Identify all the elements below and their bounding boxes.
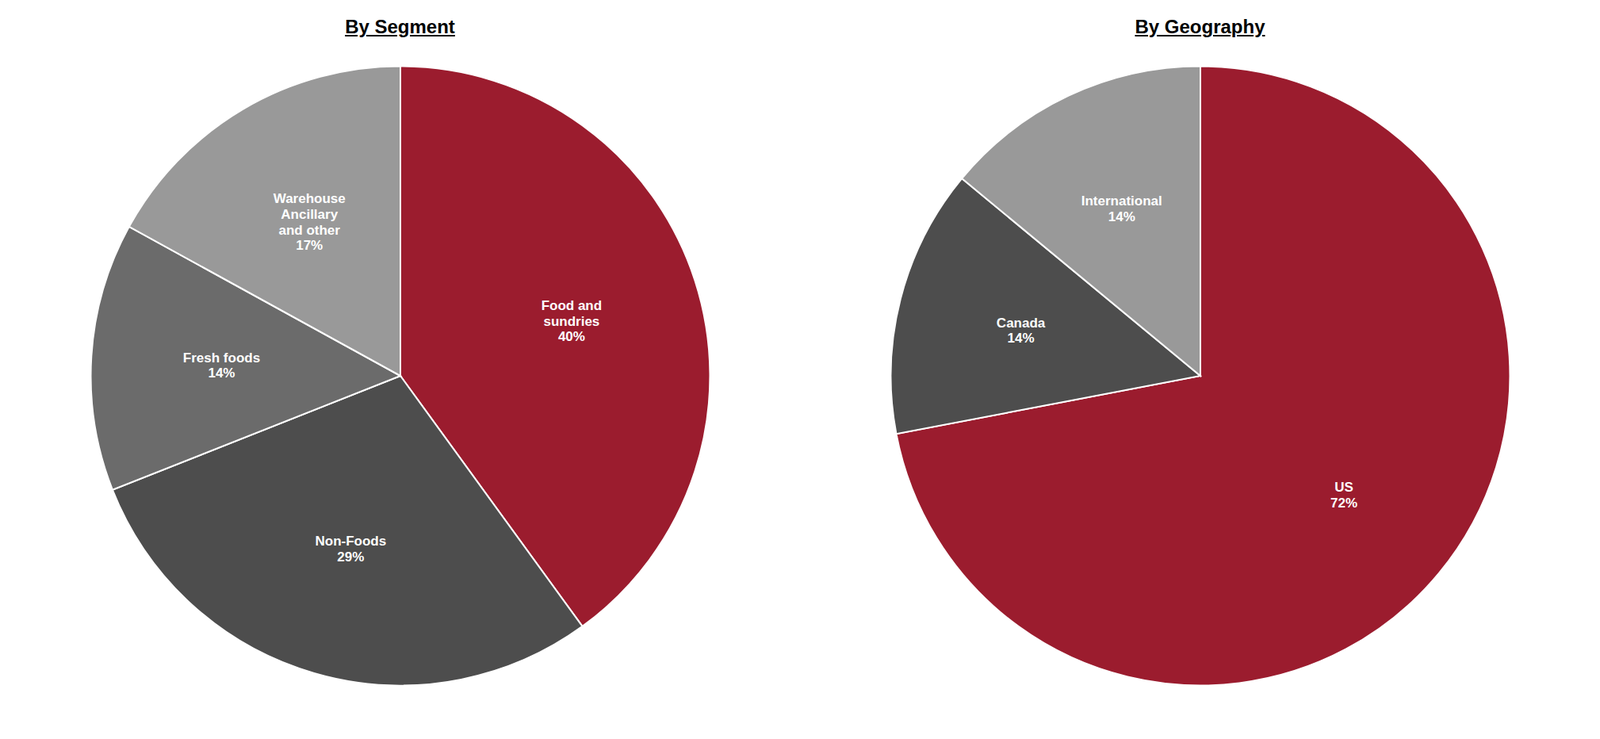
svg-text:Non-Foods29%: Non-Foods29% (314, 533, 387, 565)
svg-text:Fresh foods14%: Fresh foods14% (182, 350, 260, 382)
svg-text:Food andsundries40%: Food andsundries40% (540, 298, 601, 345)
html-text:By Geography: By Geography (1134, 15, 1266, 38)
svg-text:WarehouseAncillaryand other17%: WarehouseAncillaryand other17% (272, 191, 345, 253)
svg-text:International14%: International14% (1080, 193, 1162, 225)
html-text:By Segment: By Segment (344, 15, 455, 38)
svg-text:US72%: US72% (1330, 479, 1358, 511)
svg-text:Canada14%: Canada14% (995, 315, 1045, 347)
